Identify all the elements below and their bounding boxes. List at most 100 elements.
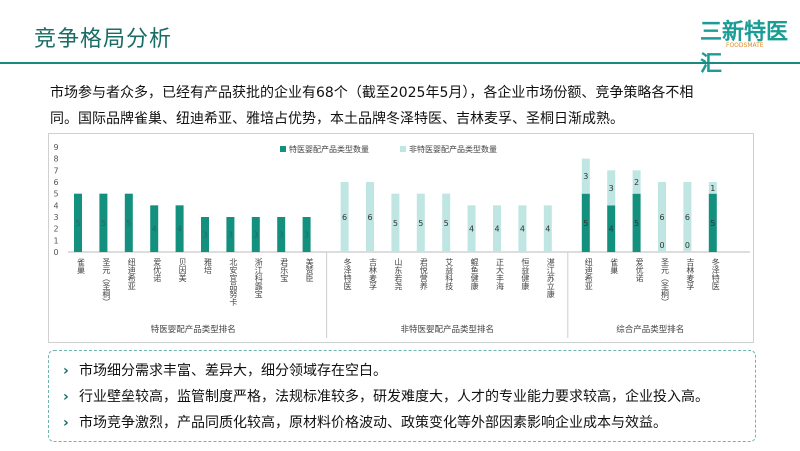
x-category-label: 冬泽特医 [711,257,720,290]
x-category-label: 贝因美 [178,258,187,283]
intro-paragraph: 市场参与者众多，已经有产品获批的企业有68个（截至2025年5月），各企业市场份… [50,80,762,132]
bar-series2 [518,205,527,252]
bar-series1 [201,217,209,252]
data-label-series2: 2 [634,178,639,187]
bar-series2 [467,205,476,252]
x-category-label: 纽迪希亚 [127,257,136,290]
bar-series2 [391,193,400,252]
bar-series1 [99,193,108,252]
x-category-label: 山东若尧 [394,257,403,291]
data-label-series2: 3 [609,184,614,193]
bar-series2 [632,170,641,194]
x-category-label: 美赞臣 [305,257,314,282]
data-label-series1: 5 [101,219,106,228]
data-label-series1: 4 [177,225,182,234]
bar-series2 [581,158,590,194]
data-label-series1: 5 [75,219,80,228]
x-category-label: 爱优诺 [153,258,162,283]
bar-series1 [74,193,82,252]
x-category-label: 冬泽特医 [343,257,352,290]
bar-series1 [708,193,717,252]
bar-series1 [581,193,590,252]
bullet-text: 市场竞争激烈，产品同质化较高，原材料价格波动、政策变化等外部因素影响企业成本与效… [79,415,667,431]
x-group-label: 非特医婴配产品类型排名 [400,324,494,335]
bar-series2 [442,193,451,252]
chevron-right-icon: › [63,415,69,431]
x-category-label: 纽迪希亚 [584,257,593,290]
y-tick-label: 6 [53,178,58,187]
legend-swatch-series1 [280,146,286,152]
bullet-item: › 市场竞争激烈，产品同质化较高，原材料价格波动、政策变化等外部因素影响企业成本与… [63,412,667,432]
x-category-label: 湛江苏立康 [546,258,555,298]
data-label-series1: 5 [126,219,131,228]
bar-series2 [708,182,717,194]
x-category-label: 圣元（圣桐） [661,258,670,306]
y-tick-label: 4 [53,201,58,210]
y-tick-label: 8 [53,155,58,164]
bullet-item: › 市场细分需求丰富、差异大，细分领域存在空白。 [63,360,387,380]
y-tick-label: 0 [53,248,58,257]
top-bar: 竞争格局分析 三新特医汇 FOODSMATE [0,0,800,77]
data-label-series2: 1 [710,184,715,193]
bar-series1 [226,217,235,252]
key-points-box: › 市场细分需求丰富、差异大，细分领域存在空白。 › 行业壁垒较高，监管制度严格，法… [48,350,756,442]
bar-series1 [607,205,616,252]
y-tick-label: 7 [53,166,58,175]
title-underline [0,62,800,64]
x-group-label: 特医婴配产品类型排名 [151,324,236,335]
x-category-label: 鲲鱼健康 [470,257,479,290]
x-category-label: 君乐宝 [280,258,289,282]
data-label-series2: 3 [583,172,588,181]
bar-series1 [251,217,260,252]
x-group-label: 综合产品类型排名 [616,324,684,335]
bar-series1 [277,217,286,252]
data-label-series1: 5 [583,219,588,228]
data-label-series1: 0 [685,241,690,250]
bar-series2 [658,182,666,252]
data-label-series2: 5 [393,219,398,228]
data-label-series1: 3 [279,231,284,240]
x-category-label: 雀巢 [610,257,619,275]
chevron-right-icon: › [63,363,69,379]
data-label-series1: 0 [659,241,664,250]
bar-series1 [632,193,641,252]
bar-series2 [340,182,349,252]
x-category-label: 君悦营养 [419,258,428,291]
data-label-series2: 5 [418,219,423,228]
intro-line-1: 市场参与者众多，已经有产品获批的企业有68个（截至2025年5月），各企业市场份… [50,85,694,101]
x-category-label: 圣元（圣桐） [102,258,111,306]
logo-subtext: FOODSMATE [726,42,764,49]
x-category-label: 爱优诺 [635,258,644,283]
data-label-series2: 6 [367,213,372,222]
x-category-label: 恒益健康 [521,257,530,290]
data-label-series2: 5 [444,219,449,228]
y-tick-label: 1 [53,236,58,245]
brand-logo: 三新特医汇 FOODSMATE [700,12,796,77]
bar-series2 [683,182,692,252]
bullet-text: 行业壁垒较高，监管制度严格，法规标准较多，研发难度大，人才的专业能力要求较高，企… [79,389,709,405]
bar-series2 [543,205,552,252]
bar-series1 [150,205,159,252]
x-category-label: 吉林麦孚 [686,258,695,290]
x-category-label: 正大丰海 [496,258,505,291]
data-label-series1: 3 [228,231,233,240]
x-category-label: 雅培 [204,257,213,275]
data-label-series1: 4 [152,225,157,234]
y-tick-label: 3 [53,213,58,222]
x-category-label: 艾益科技 [445,258,454,291]
data-label-series2: 6 [659,213,664,222]
legend-swatch-series2 [400,146,406,152]
bar-series2 [493,205,501,252]
y-tick-label: 5 [53,190,58,199]
x-category-label: 雀巢 [77,257,86,275]
data-label-series1: 5 [634,219,639,228]
chevron-right-icon: › [63,389,69,405]
bar-series1 [124,193,133,252]
data-label-series2: 4 [469,225,474,234]
data-label-series2: 6 [342,213,347,222]
bar-series1 [302,217,311,252]
intro-line-2: 同。国际品牌雀巢、纽迪希亚、雅培占优势，本土品牌冬泽特医、吉林麦孚、圣桐日渐成熟… [50,111,624,127]
x-category-label: 北安宜品努卡 [229,258,238,307]
x-category-label: 吉林麦孚 [369,258,378,290]
data-label-series1: 3 [202,231,207,240]
